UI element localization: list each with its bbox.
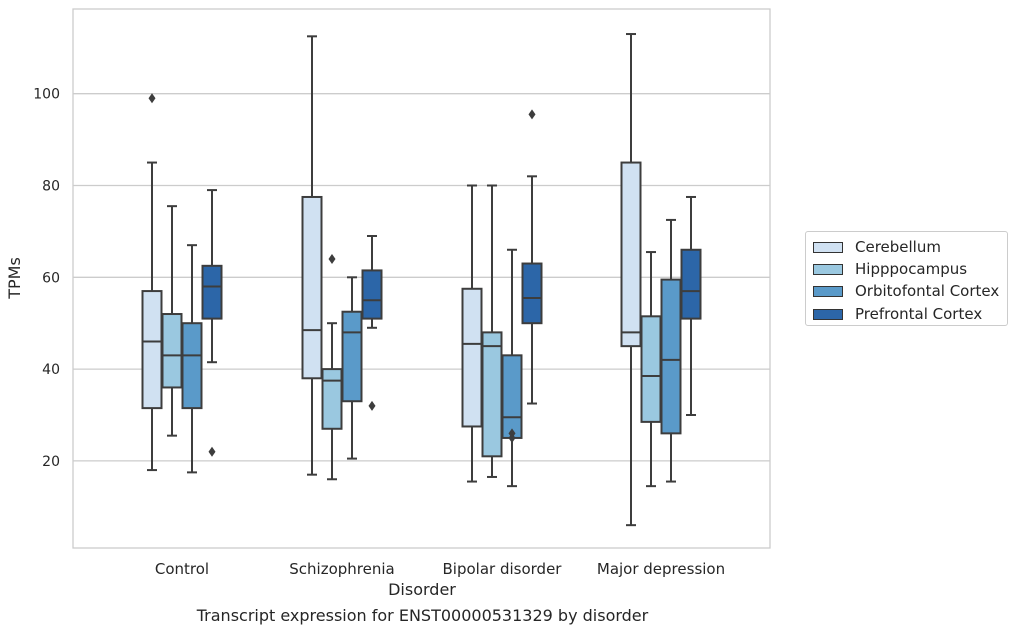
box-rect-orbitofontal-cortex-bipolar-disorder xyxy=(501,354,523,439)
box-rect-prefrontal-cortex-bipolar-disorder xyxy=(521,262,543,325)
box-orbitofontal-cortex-bipolar-disorder xyxy=(501,248,523,488)
outlier-orbitofontal-cortex-bipolar-disorder-1 xyxy=(508,428,516,439)
x-tick-label-control: Control xyxy=(155,560,209,578)
legend-item-orbitofrontal-cortex: Orbitofontal Cortex xyxy=(813,282,999,300)
y-axis-label: TPMs xyxy=(5,257,24,300)
legend-swatch-cerebellum xyxy=(813,241,843,253)
box-prefrontal-cortex-control xyxy=(201,189,223,457)
box-rect-prefrontal-cortex-control xyxy=(201,264,223,320)
box-rect-prefrontal-cortex-schizophrenia xyxy=(361,269,383,320)
legend-item-prefrontal-cortex: Prefrontal Cortex xyxy=(813,305,982,323)
outlier-hipppocampus-schizophrenia-0 xyxy=(328,253,336,264)
legend-item-cerebellum: Cerebellum xyxy=(813,238,941,256)
x-tick-label-schizophrenia: Schizophrenia xyxy=(289,560,394,578)
x-tick-labels: Control Schizophrenia Bipolar disorder Majo… xyxy=(155,560,725,578)
box-cerebellum-major-depression xyxy=(620,33,642,527)
x-tick-label-major-depression: Major depression xyxy=(597,560,725,578)
box-rect-hipppocampus-control xyxy=(161,313,183,389)
box-orbitofontal-cortex-schizophrenia xyxy=(341,276,363,460)
box-rect-cerebellum-control xyxy=(141,290,163,410)
legend-label-prefrontal-cortex: Prefrontal Cortex xyxy=(855,305,983,323)
legend-swatch-prefrontal-cortex xyxy=(813,308,843,320)
chart-caption: Transcript expression for ENST0000053132… xyxy=(196,606,649,625)
box-rect-cerebellum-bipolar-disorder xyxy=(461,287,483,428)
box-orbitofontal-cortex-control xyxy=(181,244,203,474)
box-orbitofontal-cortex-major-depression xyxy=(660,218,682,483)
box-prefrontal-cortex-major-depression xyxy=(680,195,702,416)
y-tick-label-80: 80 xyxy=(42,179,60,195)
y-tick-label-60: 60 xyxy=(42,270,60,286)
outlier-cerebellum-control-0 xyxy=(148,93,156,104)
y-tick-labels: 20 40 60 80 100 xyxy=(33,87,60,470)
x-axis-label: Disorder xyxy=(388,580,456,599)
box-hipppocampus-major-depression xyxy=(640,251,662,488)
outlier-prefrontal-cortex-control-0 xyxy=(208,446,216,457)
y-tick-label-100: 100 xyxy=(33,87,60,103)
box-prefrontal-cortex-bipolar-disorder xyxy=(521,109,543,405)
legend-item-hippocampus: Hipppocampus xyxy=(813,260,967,278)
box-rect-hipppocampus-bipolar-disorder xyxy=(481,331,503,458)
box-cerebellum-schizophrenia xyxy=(301,35,323,476)
box-rect-hipppocampus-major-depression xyxy=(640,315,662,423)
legend-swatch-hippocampus xyxy=(813,263,843,275)
box-hipppocampus-schizophrenia xyxy=(321,253,343,481)
x-tick-label-bipolar-disorder: Bipolar disorder xyxy=(443,560,563,578)
box-prefrontal-cortex-schizophrenia xyxy=(361,234,383,411)
box-cerebellum-control xyxy=(141,93,163,472)
y-tick-label-40: 40 xyxy=(42,362,60,378)
legend-label-cerebellum: Cerebellum xyxy=(855,238,941,256)
legend-label-hippocampus: Hipppocampus xyxy=(855,260,968,278)
box-rect-cerebellum-schizophrenia xyxy=(301,195,323,380)
legend: Cerebellum Hipppocampus Orbitofontal Cor… xyxy=(805,231,1008,326)
box-rect-orbitofontal-cortex-schizophrenia xyxy=(341,310,363,403)
box-rect-orbitofontal-cortex-control xyxy=(181,322,203,410)
legend-label-orbitofrontal-cortex: Orbitofontal Cortex xyxy=(855,282,1000,300)
y-tick-label-20: 20 xyxy=(42,454,60,470)
legend-swatch-orbitofrontal-cortex xyxy=(813,285,843,297)
boxes xyxy=(141,33,702,527)
box-rect-cerebellum-major-depression xyxy=(620,161,642,348)
box-rect-hipppocampus-schizophrenia xyxy=(321,368,343,430)
plot-area xyxy=(72,8,771,549)
box-cerebellum-bipolar-disorder xyxy=(461,184,483,483)
box-rect-orbitofontal-cortex-major-depression xyxy=(660,278,682,435)
box-hipppocampus-control xyxy=(161,205,183,437)
outlier-prefrontal-cortex-schizophrenia-0 xyxy=(368,400,376,411)
outlier-prefrontal-cortex-bipolar-disorder-0 xyxy=(528,109,536,120)
box-rect-prefrontal-cortex-major-depression xyxy=(680,248,702,320)
